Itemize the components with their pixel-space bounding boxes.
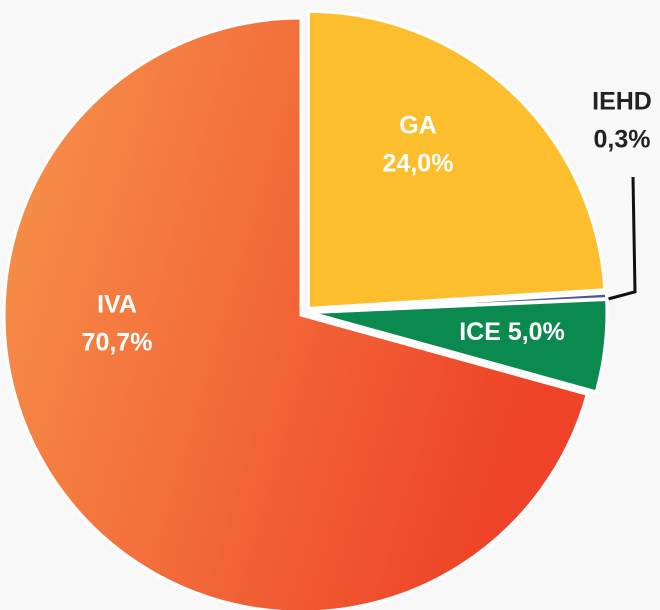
pie-slice <box>309 297 609 394</box>
slice-label: ICE <box>459 318 501 346</box>
labels: GA 24,0% IEHD 0,3% ICE 5,0% IVA 70,7% <box>82 88 652 357</box>
pie <box>2 9 609 610</box>
slice-label-group: ICE 5,0% <box>459 318 565 346</box>
slice-value: 0,3% <box>594 126 651 154</box>
slice-value: 24,0% <box>383 150 454 178</box>
slice-value: 70,7% <box>82 329 153 357</box>
slice-label: IVA <box>97 291 137 319</box>
slice-value: 5,0% <box>508 318 565 346</box>
slice-label: GA <box>399 112 437 140</box>
pie-slice <box>306 9 607 310</box>
pie-slice <box>2 16 590 610</box>
leader-line <box>608 176 637 301</box>
slice-label: IEHD <box>592 88 652 116</box>
